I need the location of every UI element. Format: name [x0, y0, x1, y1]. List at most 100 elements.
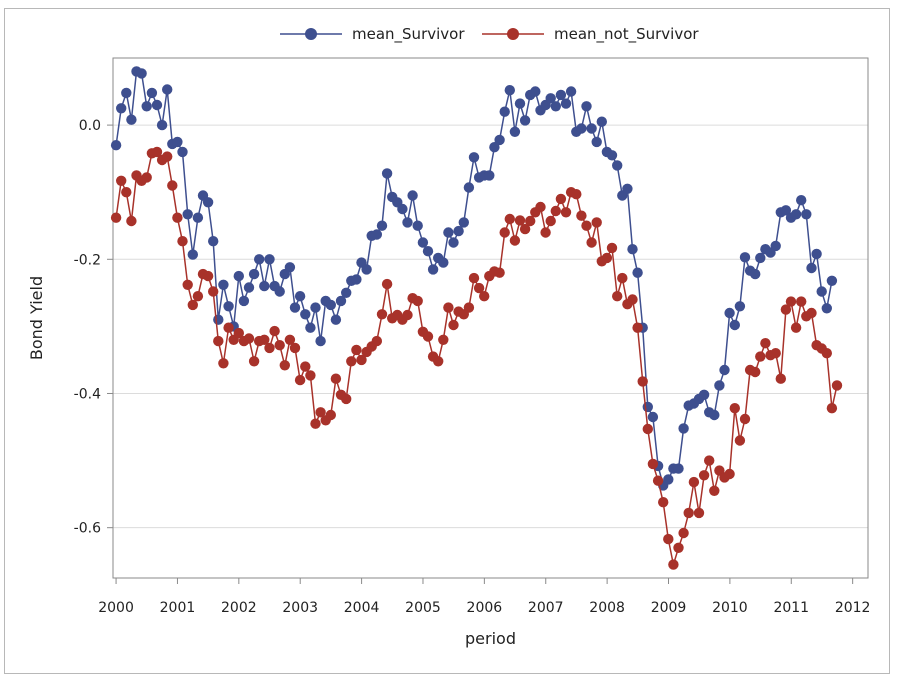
data-point-mean_Survivor	[484, 170, 495, 181]
data-point-mean_Survivor	[612, 160, 623, 171]
data-point-mean_not_Survivor	[627, 294, 638, 305]
data-point-mean_Survivor	[550, 101, 561, 112]
x-tick-label: 2004	[344, 600, 380, 616]
data-point-mean_Survivor	[305, 322, 316, 333]
data-point-mean_Survivor	[208, 236, 219, 247]
data-point-mean_not_Survivor	[208, 286, 219, 297]
data-point-mean_Survivor	[438, 257, 449, 268]
data-point-mean_Survivor	[335, 295, 347, 307]
data-point-mean_Survivor	[141, 101, 152, 112]
x-tick-label: 2001	[160, 600, 196, 616]
data-point-mean_not_Survivor	[468, 272, 480, 284]
data-point-mean_Survivor	[351, 274, 362, 285]
data-point-mean_not_Survivor	[755, 351, 766, 362]
data-point-mean_Survivor	[202, 197, 214, 208]
data-point-mean_Survivor	[218, 279, 229, 290]
data-point-mean_not_Survivor	[760, 338, 771, 349]
data-point-mean_Survivor	[412, 220, 423, 231]
data-point-mean_Survivor	[274, 286, 285, 297]
data-point-mean_not_Survivor	[658, 497, 669, 508]
x-tick-label: 2002	[221, 600, 257, 616]
data-point-mean_not_Survivor	[259, 334, 270, 345]
data-point-mean_not_Survivor	[110, 212, 122, 223]
x-tick-label: 2005	[405, 600, 441, 616]
data-point-mean_Survivor	[223, 301, 234, 312]
data-point-mean_not_Survivor	[550, 205, 561, 217]
data-point-mean_not_Survivor	[182, 279, 193, 290]
data-point-mean_Survivor	[796, 195, 807, 206]
data-point-mean_not_Survivor	[463, 302, 475, 313]
data-point-mean_not_Survivor	[780, 304, 792, 315]
data-point-mean_not_Survivor	[494, 267, 505, 278]
data-point-mean_not_Survivor	[172, 212, 183, 223]
data-point-mean_Survivor	[647, 411, 659, 423]
data-point-mean_Survivor	[468, 152, 480, 163]
data-point-mean_Survivor	[627, 244, 638, 255]
data-point-mean_Survivor	[565, 86, 577, 97]
data-point-mean_Survivor	[110, 140, 122, 151]
data-point-mean_Survivor	[545, 93, 556, 104]
data-point-mean_Survivor	[371, 229, 382, 240]
data-point-mean_not_Survivor	[785, 296, 797, 307]
data-point-mean_Survivor	[453, 225, 464, 237]
data-point-mean_not_Survivor	[412, 295, 423, 307]
data-point-mean_not_Survivor	[213, 335, 224, 347]
data-point-mean_Survivor	[397, 203, 408, 215]
x-tick-label: 2012	[835, 600, 871, 616]
data-point-mean_not_Survivor	[647, 458, 659, 470]
data-point-mean_not_Survivor	[376, 309, 388, 320]
data-point-mean_not_Survivor	[739, 413, 751, 425]
legend-marker	[305, 28, 317, 40]
data-point-mean_not_Survivor	[601, 252, 613, 264]
data-point-mean_Survivor	[591, 136, 602, 148]
x-tick-label: 2008	[589, 600, 625, 616]
data-point-mean_Survivor	[300, 309, 311, 320]
data-point-mean_Survivor	[156, 119, 168, 131]
data-point-mean_Survivor	[248, 268, 260, 280]
data-point-mean_Survivor	[622, 183, 633, 194]
data-point-mean_not_Survivor	[540, 227, 551, 238]
data-point-mean_not_Survivor	[187, 299, 198, 311]
data-point-mean_Survivor	[341, 287, 352, 298]
data-point-mean_Survivor	[126, 114, 137, 125]
data-point-mean_Survivor	[780, 205, 792, 216]
data-point-mean_not_Survivor	[341, 393, 352, 405]
data-point-mean_not_Survivor	[479, 291, 490, 302]
data-point-mean_Survivor	[172, 136, 183, 148]
data-point-mean_not_Survivor	[274, 340, 285, 351]
data-point-mean_Survivor	[422, 246, 434, 257]
data-point-mean_not_Survivor	[642, 423, 653, 435]
data-point-mean_not_Survivor	[126, 215, 137, 227]
data-point-mean_Survivor	[581, 101, 592, 112]
data-point-mean_not_Survivor	[555, 193, 567, 205]
data-point-mean_not_Survivor	[305, 370, 316, 381]
data-point-mean_Survivor	[642, 401, 653, 413]
legend: mean_Survivor mean_not_Survivor	[280, 25, 699, 44]
data-point-mean_not_Survivor	[683, 507, 694, 519]
data-point-mean_not_Survivor	[504, 213, 515, 225]
data-point-mean_not_Survivor	[535, 201, 546, 213]
data-point-mean_not_Survivor	[289, 342, 301, 354]
data-point-mean_not_Survivor	[499, 227, 510, 238]
data-point-mean_Survivor	[417, 237, 429, 248]
data-point-mean_not_Survivor	[284, 334, 296, 345]
data-point-mean_Survivor	[294, 291, 306, 302]
data-point-mean_Survivor	[750, 268, 761, 280]
data-point-mean_not_Survivor	[729, 403, 740, 414]
x-tick-label: 2000	[98, 600, 134, 616]
data-point-mean_Survivor	[801, 209, 812, 220]
data-point-mean_Survivor	[560, 98, 572, 109]
data-point-mean_Survivor	[458, 217, 469, 228]
data-point-mean_not_Survivor	[325, 409, 336, 421]
data-point-mean_Survivor	[724, 307, 735, 319]
data-point-mean_not_Survivor	[632, 322, 643, 333]
data-point-mean_not_Survivor	[734, 435, 746, 446]
data-point-mean_Survivor	[719, 364, 730, 376]
data-point-mean_not_Survivor	[248, 356, 260, 367]
data-point-mean_not_Survivor	[750, 366, 761, 378]
data-point-mean_not_Survivor	[709, 485, 720, 496]
y-tick-label: -0.6	[74, 521, 101, 537]
data-point-mean_not_Survivor	[141, 172, 152, 183]
data-point-mean_Survivor	[243, 282, 255, 293]
